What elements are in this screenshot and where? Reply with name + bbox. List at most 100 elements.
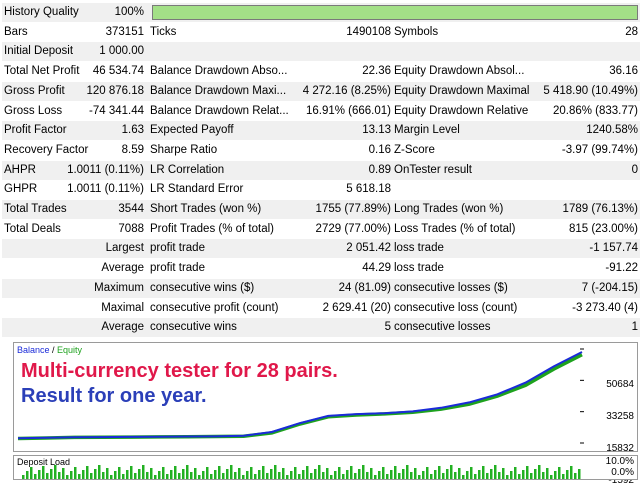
deposit-load-bar — [202, 471, 205, 479]
deposit-load-bar — [122, 474, 125, 479]
deposit-load-bar — [522, 470, 525, 479]
report-value: 0 — [631, 163, 638, 176]
report-label: Total Deals — [4, 222, 61, 235]
report-value: -3.97 (99.74%) — [561, 143, 638, 156]
deposit-load-bar — [314, 469, 317, 479]
report-row: Recovery Factor 8.59 Sharpe Ratio 0.16 Z-Sco… — [2, 141, 640, 160]
deposit-load-bar — [178, 473, 181, 479]
deposit-load-bar — [90, 473, 93, 479]
report-value: 1.0011 (0.11%) — [67, 183, 144, 196]
deposit-load-bar — [574, 473, 577, 479]
load-y-label-bottom: 0.0% — [611, 467, 634, 478]
deposit-load-bar — [266, 473, 269, 479]
report-value: -1 157.74 — [589, 242, 638, 255]
deposit-load-bar — [366, 472, 369, 479]
report-label: Total Net Profit — [4, 65, 80, 78]
deposit-load-bar — [114, 471, 117, 479]
deposit-load-bar — [394, 466, 397, 479]
report-label: Margin Level — [394, 124, 460, 137]
report-label: consecutive loss (count) — [394, 301, 518, 314]
report-value: 2 629.41 (20) — [322, 301, 391, 314]
legend-separator: / — [49, 345, 58, 355]
deposit-load-bar — [370, 468, 373, 479]
report-row: Gross Profit 120 876.18 Balance Drawdown M… — [2, 81, 640, 101]
report-row: Total Deals 7088 Profit Trades (% of total… — [2, 220, 640, 239]
report-value: 1240.58% — [586, 124, 638, 137]
report-value: 5 — [384, 321, 391, 334]
deposit-load-bar — [490, 469, 493, 479]
y-tick-label-2: 15832 — [606, 443, 634, 454]
report-row: Bars 373151 Ticks 1490108 Symbols 28 — [2, 23, 640, 42]
deposit-load-bar — [418, 475, 421, 479]
report-value: -91.22 — [605, 262, 638, 275]
report-row: Maximum consecutive wins ($) 24 (81.09) con… — [2, 278, 640, 298]
deposit-load-bar — [22, 475, 25, 479]
y-tick-label-1: 33258 — [606, 411, 634, 422]
report-row: Initial Deposit 1 000.00 — [2, 42, 640, 62]
report-value: Maximum — [94, 281, 144, 294]
deposit-load-bar — [282, 468, 285, 479]
report-value: 46 534.74 — [92, 65, 144, 78]
deposit-load-bar — [390, 470, 393, 479]
history-quality-value: 100% — [114, 6, 144, 18]
deposit-load-bar — [362, 465, 365, 479]
deposit-load-bar — [442, 473, 445, 479]
deposit-load-bar — [70, 471, 73, 479]
report-row: Largest profit trade 2 051.42 loss trade -1 … — [2, 239, 640, 259]
balance-equity-chart: Balance / Equity 50684 33258 15832 -1592… — [13, 342, 638, 486]
report-value: -74 341.44 — [89, 104, 144, 117]
deposit-load-bar — [326, 468, 329, 479]
report-label: LR Standard Error — [150, 183, 244, 196]
deposit-load-bar — [38, 470, 41, 479]
deposit-load-bar — [94, 469, 97, 479]
report-row: Gross Loss -74 341.44 Balance Drawdown Rel… — [2, 102, 640, 121]
report-value: 373151 — [105, 25, 144, 38]
report-label: consecutive wins ($) — [150, 281, 255, 294]
deposit-load-bar — [554, 471, 557, 479]
deposit-load-bar — [170, 470, 173, 479]
report-value: 1 000.00 — [99, 45, 144, 58]
report-row: Average profit trade 44.29 loss trade -91.22 — [2, 259, 640, 278]
deposit-load-bar — [206, 467, 209, 479]
balance-line — [17, 351, 583, 440]
report-label: consecutive losses — [394, 321, 491, 334]
report-row: Maximal consecutive profit (count) 2 629.4… — [2, 299, 640, 318]
report-label: History Quality — [4, 6, 79, 18]
report-label: consecutive wins — [150, 321, 237, 334]
deposit-load-bar — [270, 469, 273, 479]
deposit-load-bar — [222, 473, 225, 479]
deposit-load-bar — [186, 465, 189, 479]
report-label: Long Trades (won %) — [394, 203, 504, 215]
report-row: Total Net Profit 46 534.74 Balance Drawdow… — [2, 62, 640, 81]
report-label: profit trade — [150, 242, 205, 255]
deposit-load-bar — [66, 475, 69, 479]
report-label: Equity Drawdown Absol... — [394, 65, 525, 78]
report-label: Loss Trades (% of total) — [394, 222, 516, 235]
deposit-load-bar — [98, 465, 101, 479]
deposit-load-plot — [22, 465, 581, 479]
deposit-load-bar — [310, 473, 313, 479]
deposit-load-bar — [218, 466, 221, 479]
report-label: profit trade — [150, 262, 205, 275]
report-label: Ticks — [150, 25, 177, 38]
deposit-load-bar — [410, 472, 413, 479]
deposit-load-bar — [478, 470, 481, 479]
deposit-load-bar — [450, 465, 453, 479]
report-label: loss trade — [394, 242, 444, 255]
deposit-load-bar — [486, 473, 489, 479]
deposit-load-bar — [278, 472, 281, 479]
deposit-load-bar — [434, 470, 437, 479]
deposit-load-bar — [458, 468, 461, 479]
deposit-load-bar — [150, 468, 153, 479]
report-value: 13.13 — [362, 124, 391, 137]
report-value: -3 273.40 (4) — [572, 301, 638, 314]
deposit-load-bar — [406, 465, 409, 479]
deposit-load-bar — [166, 474, 169, 479]
report-value: 3544 — [118, 203, 144, 215]
report-label: Symbols — [394, 25, 439, 38]
deposit-load-bar — [510, 471, 513, 479]
deposit-load-bar — [210, 474, 213, 479]
deposit-load-chart: Deposit Load 10.0% 0.0% — [13, 455, 638, 480]
deposit-load-bar — [342, 474, 345, 479]
deposit-load-bar — [286, 475, 289, 479]
